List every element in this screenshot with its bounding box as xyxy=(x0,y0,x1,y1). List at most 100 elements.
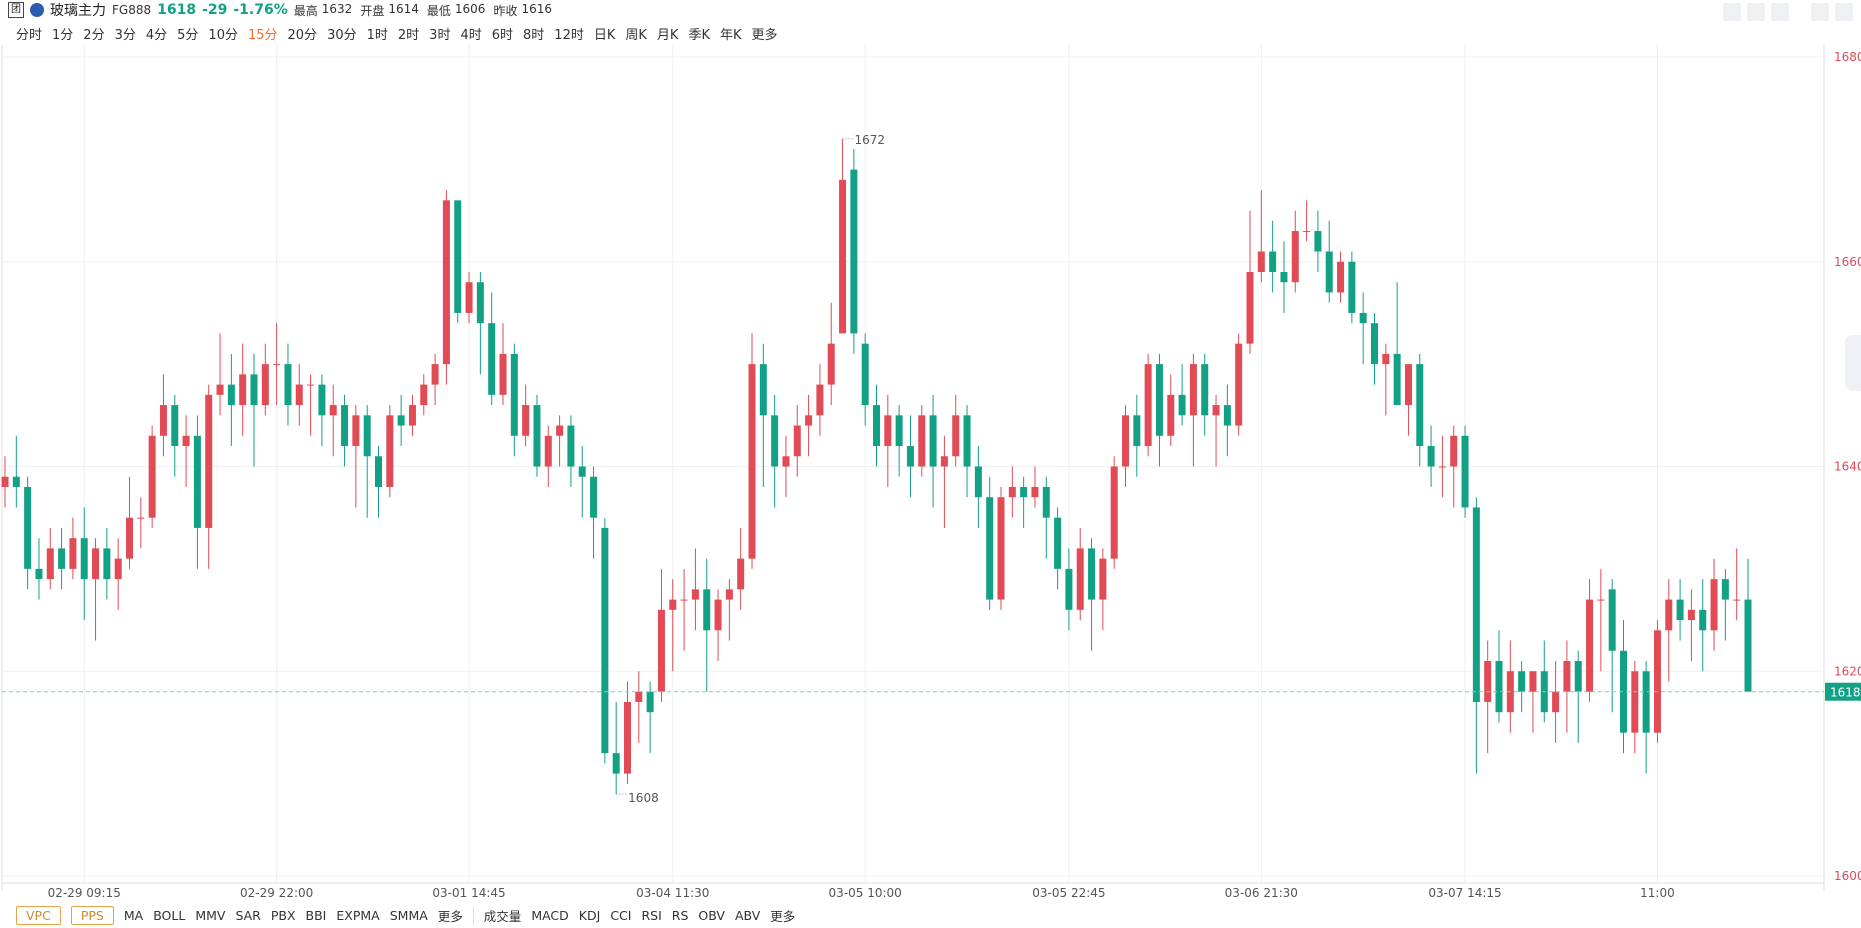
candle-body xyxy=(793,425,801,457)
period-button[interactable]: 6时 xyxy=(491,28,514,43)
indicator-button[interactable]: MACD xyxy=(531,908,569,923)
candle-body xyxy=(408,405,416,426)
indicator-button[interactable]: RS xyxy=(671,908,689,923)
candle-body xyxy=(974,466,982,498)
indicator-button[interactable]: KDJ xyxy=(578,908,601,923)
indicator-button[interactable]: BBI xyxy=(305,908,327,923)
candle-body xyxy=(1099,558,1107,600)
change: -29 xyxy=(202,2,228,18)
stat-value: 1606 xyxy=(454,1,486,16)
period-button[interactable]: 8时 xyxy=(523,28,545,43)
candle-body xyxy=(1552,691,1560,713)
period-button[interactable]: 10分 xyxy=(208,28,238,43)
stats: 最高 1632 开盘 1614 最低 1606 昨收 1616 xyxy=(294,2,556,19)
candle-body xyxy=(737,558,745,590)
period-button[interactable]: 1时 xyxy=(366,28,388,43)
candle-body xyxy=(748,364,756,559)
period-button[interactable]: 4分 xyxy=(145,28,168,43)
candle-body xyxy=(1076,548,1084,610)
indicator-button[interactable]: MMV xyxy=(195,908,226,923)
indicator-box[interactable]: VPC xyxy=(16,906,61,925)
indicator-button[interactable]: RSI xyxy=(641,908,662,923)
candle-body xyxy=(929,415,937,467)
candle-body xyxy=(1461,435,1469,508)
indicator-button[interactable]: 更多 xyxy=(770,909,796,924)
indicator-button[interactable]: BOLL xyxy=(153,908,186,923)
period-button[interactable]: 3分 xyxy=(114,28,136,43)
stat-label: 昨收 xyxy=(493,3,518,18)
stat-value: 1614 xyxy=(388,1,419,16)
symbol-code[interactable]: FG888 xyxy=(112,3,152,17)
y-tick-label: 1640 xyxy=(1834,460,1861,474)
indicator-button[interactable]: MA xyxy=(123,908,144,923)
candle-body xyxy=(918,415,926,467)
candle-body xyxy=(669,599,677,610)
candle-body xyxy=(533,405,541,467)
period-button[interactable]: 更多 xyxy=(751,28,778,43)
candle-body xyxy=(861,343,869,406)
indicator-button[interactable]: SMMA xyxy=(389,908,428,923)
candle-body xyxy=(159,405,167,436)
candle-body xyxy=(1404,364,1412,406)
indicator-button[interactable]: ABV xyxy=(735,908,761,923)
candle-body xyxy=(442,200,450,365)
change-pct: -1.76% xyxy=(233,2,288,18)
candle-body xyxy=(657,609,665,692)
candle-body xyxy=(1563,661,1571,692)
candle-body xyxy=(1733,599,1741,601)
candle-body xyxy=(963,415,971,467)
candle-body xyxy=(137,517,145,519)
candle-body xyxy=(1303,231,1311,233)
candle-body xyxy=(476,282,484,324)
period-button[interactable]: 3时 xyxy=(429,28,451,43)
indicator-button[interactable]: 更多 xyxy=(437,909,463,924)
period-button[interactable]: 年K xyxy=(719,28,742,43)
candle-body xyxy=(1020,486,1028,498)
period-button[interactable]: 5分 xyxy=(177,28,199,43)
candle-body xyxy=(1257,251,1265,272)
icon-button[interactable] xyxy=(1771,3,1789,21)
symbol-name[interactable]: 玻璃主力 xyxy=(50,3,106,19)
stat-value: 1616 xyxy=(521,1,553,16)
candle-body xyxy=(1382,353,1390,365)
candle-body xyxy=(273,364,281,366)
period-button[interactable]: 1分 xyxy=(52,28,74,43)
candle-body xyxy=(46,548,54,580)
indicator-button[interactable]: PBX xyxy=(270,908,296,923)
period-button[interactable]: 月K xyxy=(656,28,679,43)
stat-label: 开盘 xyxy=(360,3,385,18)
indicator-button[interactable]: SAR xyxy=(235,908,261,923)
candle-body xyxy=(510,353,518,436)
icon-button[interactable] xyxy=(1723,3,1741,21)
period-button[interactable]: 4时 xyxy=(460,28,482,43)
indicator-button[interactable]: 成交量 xyxy=(483,909,522,924)
icon-button[interactable] xyxy=(1747,3,1765,21)
indicator-button[interactable]: EXPMA xyxy=(336,908,380,923)
candle-body xyxy=(1054,517,1062,569)
candle-body xyxy=(1699,609,1707,631)
low-label: 1608 xyxy=(628,791,659,805)
period-button[interactable]: 日K xyxy=(593,28,616,43)
period-button[interactable]: 分时 xyxy=(16,28,43,43)
candle-body xyxy=(827,343,835,385)
candle-body xyxy=(1122,415,1129,467)
x-tick-label: 03-01 14:45 xyxy=(432,886,505,900)
period-button[interactable]: 20分 xyxy=(287,28,318,43)
stat-label: 最高 xyxy=(293,3,318,18)
icon-button[interactable] xyxy=(1811,3,1829,21)
indicator-button[interactable]: CCI xyxy=(610,908,632,923)
period-button[interactable]: 周K xyxy=(625,28,647,43)
indicator-button[interactable]: OBV xyxy=(698,908,725,923)
candle-body xyxy=(69,538,77,569)
candle-body xyxy=(1337,261,1345,293)
period-button[interactable]: 12时 xyxy=(554,28,584,43)
period-button[interactable]: 2时 xyxy=(397,28,420,43)
period-button[interactable]: 季K xyxy=(688,28,710,43)
candle-body xyxy=(1291,231,1299,283)
period-button[interactable]: 30分 xyxy=(327,28,357,43)
icon-button[interactable] xyxy=(1835,3,1853,21)
indicator-box[interactable]: PPS xyxy=(70,906,114,925)
period-button[interactable]: 2分 xyxy=(83,28,105,43)
period-button[interactable]: 15分 xyxy=(247,28,278,43)
